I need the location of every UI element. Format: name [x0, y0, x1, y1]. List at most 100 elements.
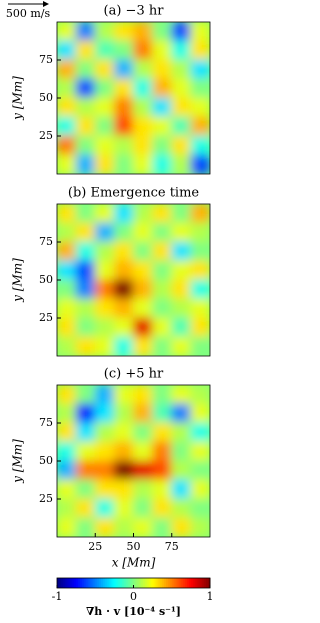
- colorbar-cell: [194, 578, 198, 588]
- heatmap-cell: [171, 336, 192, 356]
- colorbar-cell: [99, 578, 102, 588]
- heatmap-cell: [171, 204, 192, 224]
- heatmap-cell: [152, 460, 173, 481]
- heatmap-cell: [171, 241, 192, 262]
- heatmap-cell: [190, 154, 210, 174]
- heatmap-cell: [152, 241, 173, 262]
- colorbar-cell: [133, 578, 136, 588]
- heatmap-cell: [94, 479, 115, 500]
- heatmap-cell: [57, 298, 77, 319]
- heatmap-cell: [152, 317, 173, 338]
- heatmap-cell: [75, 279, 96, 300]
- heatmap-cell: [152, 78, 173, 99]
- heatmap-cell: [190, 116, 210, 137]
- heatmap-cells: [57, 22, 210, 174]
- colorbar-cell: [120, 578, 123, 588]
- heatmap-cell: [152, 385, 173, 405]
- colorbar-cell: [167, 578, 171, 588]
- colorbar-cell: [79, 578, 83, 588]
- colorbar-cell: [156, 578, 159, 588]
- colorbar-cell: [66, 578, 69, 588]
- heatmap-cell: [113, 460, 134, 481]
- heatmap-cell: [171, 298, 192, 319]
- heatmap-cell: [75, 204, 96, 224]
- heatmap-cell: [113, 135, 134, 156]
- heatmap-cell: [152, 279, 173, 300]
- heatmap-cell: [171, 460, 192, 481]
- colorbar-cell: [125, 578, 129, 588]
- y-tick-label: 25: [39, 129, 53, 142]
- colorbar-cell: [95, 578, 98, 588]
- heatmap-cell: [57, 441, 77, 462]
- heatmap-cell: [152, 336, 173, 356]
- heatmap-cell: [133, 78, 154, 99]
- heatmap-cell: [113, 78, 134, 99]
- heatmap-cell: [171, 279, 192, 300]
- colorbar-cell: [60, 578, 64, 588]
- heatmap-cell: [152, 59, 173, 80]
- heatmap-cell: [94, 40, 115, 61]
- heatmap-cell: [152, 97, 173, 118]
- colorbar-cell: [190, 578, 194, 588]
- heatmap-cell: [133, 317, 154, 338]
- x-tick-label: 75: [165, 540, 179, 553]
- heatmap-cell: [57, 479, 77, 500]
- heatmap-cell: [57, 241, 77, 262]
- heatmap-cell: [190, 460, 210, 481]
- heatmap: [57, 204, 210, 356]
- heatmap-cell: [133, 40, 154, 61]
- heatmap-cell: [152, 154, 173, 174]
- heatmap-cell: [152, 517, 173, 537]
- x-tick-label: 25: [88, 540, 102, 553]
- heatmap-cell: [171, 40, 192, 61]
- heatmap-cell: [133, 135, 154, 156]
- colorbar-cell: [192, 578, 196, 588]
- heatmap-cell: [94, 336, 115, 356]
- heatmap-cell: [94, 279, 115, 300]
- heatmap-cell: [57, 336, 77, 356]
- heatmap-cell: [152, 422, 173, 443]
- heatmap-cell: [190, 222, 210, 243]
- colorbar-cell: [131, 578, 134, 588]
- heatmap-cell: [57, 78, 77, 99]
- colorbar-cell: [81, 578, 85, 588]
- heatmap-cell: [171, 97, 192, 118]
- heatmap-cell: [133, 336, 154, 356]
- colorbar-cell: [187, 578, 190, 588]
- colorbar-cell: [166, 578, 169, 588]
- y-tick-label: 75: [39, 53, 53, 66]
- heatmap-cell: [190, 135, 210, 156]
- heatmap-cell: [94, 97, 115, 118]
- heatmap-cell: [171, 78, 192, 99]
- colorbar-cell: [58, 578, 62, 588]
- colorbar-cell: [150, 578, 154, 588]
- colorbar-label: ∇h · v [10⁻⁴ s⁻¹]: [86, 605, 181, 618]
- heatmap-cell: [94, 222, 115, 243]
- y-axis-label: y [Mm]: [11, 258, 25, 303]
- heatmap-cell: [133, 116, 154, 137]
- heatmap-cell: [94, 241, 115, 262]
- colorbar-cell: [89, 578, 92, 588]
- heatmap-cell: [113, 498, 134, 519]
- colorbar-cell: [143, 578, 146, 588]
- heatmap-cell: [190, 97, 210, 118]
- colorbar-cell: [139, 578, 142, 588]
- colorbar-cell: [137, 578, 140, 588]
- heatmap-cell: [133, 279, 154, 300]
- heatmap-cell: [57, 498, 77, 519]
- heatmap-cell: [57, 222, 77, 243]
- heatmap-cell: [75, 336, 96, 356]
- colorbar-cell: [158, 578, 161, 588]
- heatmap-cell: [75, 222, 96, 243]
- heatmap-cell: [133, 441, 154, 462]
- heatmap-cell: [171, 422, 192, 443]
- heatmap-cell: [171, 498, 192, 519]
- heatmap-cell: [57, 97, 77, 118]
- colorbar-cell: [97, 578, 100, 588]
- heatmap-cell: [171, 22, 192, 42]
- colorbar-cell: [204, 578, 207, 588]
- heatmap-cell: [57, 260, 77, 281]
- colorbar-cell: [104, 578, 108, 588]
- heatmap-cell: [113, 97, 134, 118]
- heatmap-cell: [113, 422, 134, 443]
